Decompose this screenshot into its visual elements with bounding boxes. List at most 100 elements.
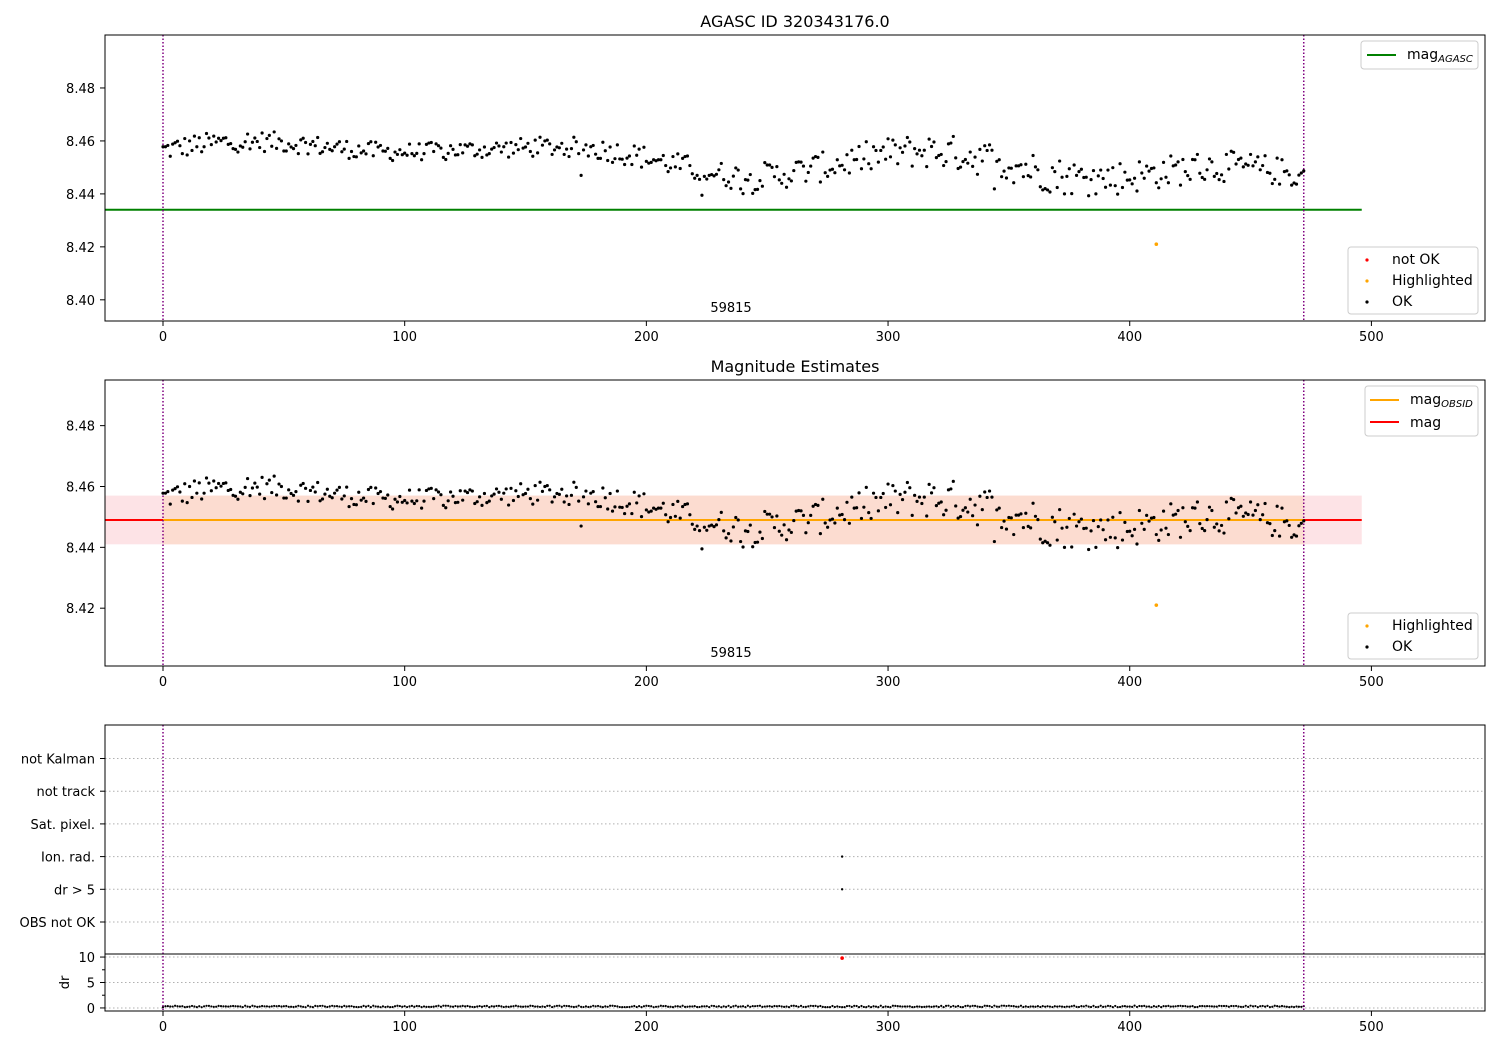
- agasc-ok-point: [1234, 162, 1238, 166]
- magnitude-ok-point: [741, 545, 745, 549]
- agasc-xtick-label: 500: [1359, 330, 1384, 345]
- dr-point: [613, 1004, 617, 1008]
- agasc-ok-point: [903, 144, 907, 148]
- magnitude-ok-point: [258, 492, 262, 496]
- magnitude-ok-point: [850, 495, 854, 499]
- dr-point: [584, 1005, 588, 1008]
- agasc-ok-point: [253, 136, 257, 140]
- agasc-ok-point: [613, 157, 617, 161]
- agasc-ok-point: [1164, 175, 1168, 179]
- magnitude-ok-point: [1229, 496, 1233, 500]
- magnitude-ok-point: [997, 506, 1001, 510]
- dr-point: [231, 1004, 235, 1008]
- agasc-ok-point: [533, 138, 537, 142]
- agasc-ok-point: [490, 147, 494, 151]
- magnitude-ok-point: [485, 501, 489, 505]
- dr-point: [478, 1004, 481, 1008]
- magnitude-ok-point: [236, 497, 240, 501]
- magnitude-ok-point: [886, 482, 890, 486]
- agasc-ok-point: [458, 143, 462, 147]
- agasc-ok-point: [277, 137, 281, 141]
- magnitude-ok-point: [1219, 523, 1224, 528]
- dr-point: [640, 1006, 643, 1009]
- magnitude-ok-point: [1000, 525, 1004, 530]
- agasc-ok-point: [1275, 156, 1279, 160]
- agasc-ok-point: [487, 152, 491, 156]
- magnitude-ok-point: [1154, 532, 1158, 537]
- agasc-ok-point: [192, 134, 197, 138]
- agasc-ok-point: [221, 136, 226, 140]
- magnitude-ok-point: [835, 506, 839, 510]
- dr-point: [1082, 1005, 1085, 1008]
- magnitude-ok-point: [659, 506, 663, 510]
- dr-point: [1176, 1004, 1180, 1008]
- highlighted-legend-label: Highlighted: [1392, 273, 1473, 289]
- dr-point: [195, 1006, 198, 1009]
- dr-point: [1118, 1005, 1122, 1009]
- agasc-ok-point: [444, 157, 448, 162]
- dr-point: [256, 1005, 259, 1008]
- agasc-ok-point: [1244, 162, 1248, 166]
- agasc-ok-point: [352, 154, 356, 159]
- magnitude-ok-point: [1263, 501, 1267, 506]
- magnitude-ok-point: [1166, 532, 1170, 537]
- magnitude-ok-point: [311, 485, 315, 489]
- agasc-ok-point: [1299, 171, 1303, 175]
- agasc-ok-point: [1031, 153, 1035, 158]
- agasc-ok-point: [1227, 167, 1231, 171]
- agasc-ok-point: [229, 141, 233, 146]
- agasc-ok-point: [1200, 175, 1204, 180]
- dr-point: [234, 1005, 237, 1008]
- dr-point: [903, 1005, 907, 1008]
- agasc-ok-point: [1212, 174, 1216, 179]
- magnitude-ok-point: [509, 486, 513, 490]
- magnitude-ok-point: [313, 490, 317, 494]
- magnitude-ok-point: [714, 523, 719, 527]
- magnitude-ok-point: [601, 486, 605, 490]
- agasc-ok-point: [456, 153, 460, 157]
- dr-point: [572, 1005, 575, 1009]
- dr-point: [335, 1005, 339, 1008]
- agasc-ok-point: [581, 148, 586, 152]
- dr-point: [309, 1005, 312, 1008]
- agasc-ok-point: [627, 154, 632, 158]
- dr-point: [1060, 1005, 1064, 1008]
- magnitude-ok-point: [1157, 538, 1161, 542]
- magnitude-ok-point: [212, 479, 216, 483]
- magnitude-ok-point: [702, 525, 706, 529]
- dr-point: [1114, 1004, 1117, 1008]
- magnitude-ok-point: [1029, 526, 1033, 530]
- magnitude-ok-point: [1195, 500, 1199, 504]
- dr-point: [725, 1005, 728, 1008]
- magnitude-ok-point: [502, 491, 506, 495]
- magnitude-ok-point: [337, 485, 342, 490]
- dr-point: [553, 1005, 556, 1008]
- magnitude-ok-point: [369, 485, 373, 490]
- dr-point: [306, 1004, 310, 1007]
- agasc-ok-point: [917, 148, 922, 152]
- dr-point: [398, 1004, 401, 1008]
- agasc-ok-point: [470, 143, 474, 147]
- agasc-ok-point: [980, 159, 984, 163]
- magnitude-ok-point: [565, 494, 569, 498]
- agasc-ok-point: [1217, 177, 1221, 182]
- dr-point: [705, 1005, 708, 1008]
- agasc-ok-point: [760, 184, 764, 188]
- agasc-ok-point: [794, 160, 798, 164]
- dr-point: [1087, 1005, 1090, 1008]
- magnitude-ytick-label: 8.44: [66, 541, 95, 556]
- magnitude-ok-point: [238, 490, 242, 494]
- magnitude-ok-point: [792, 518, 796, 523]
- agasc-ok-point: [925, 165, 929, 169]
- agasc-ok-point: [552, 148, 557, 152]
- magnitude-ok-point: [1205, 518, 1209, 522]
- agasc-ok-point: [620, 157, 624, 161]
- magnitude-ok-point: [620, 505, 624, 510]
- agasc-ok-point: [1282, 170, 1287, 174]
- agasc-ok-point: [308, 142, 313, 146]
- magnitude-ok-point: [187, 484, 192, 489]
- dr-point: [1290, 1005, 1293, 1008]
- magnitude-ok-point: [944, 508, 948, 512]
- magnitude-ok-point: [635, 501, 639, 505]
- dr-point: [1186, 1005, 1189, 1008]
